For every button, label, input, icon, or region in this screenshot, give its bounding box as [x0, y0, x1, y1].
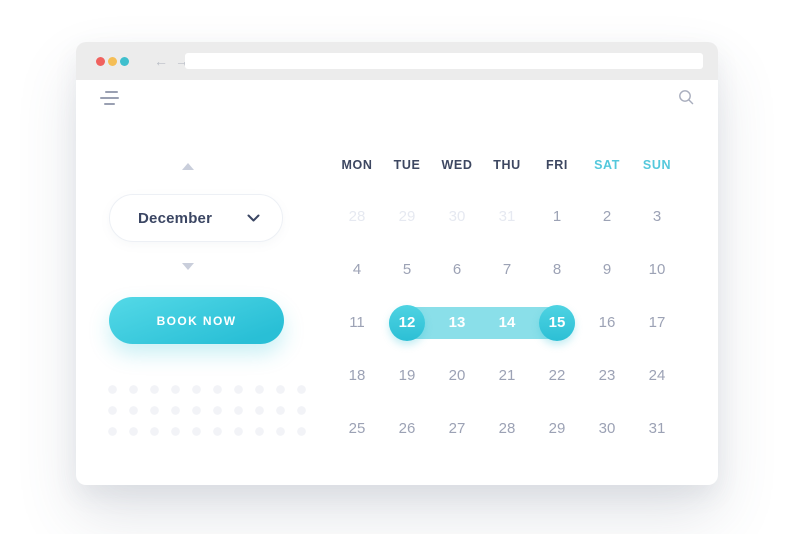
hamburger-menu-icon[interactable]: [100, 91, 120, 105]
day-cell[interactable]: 10: [648, 261, 666, 278]
calendar-day-headers: MON TUE WED THU FRI SAT SUN: [332, 140, 682, 190]
day-cell-muted: 29: [398, 208, 416, 225]
day-cell[interactable]: 4: [352, 261, 362, 278]
calendar-week-row-selected: 11 12 13 14 15 16 17: [332, 296, 682, 349]
day-cell[interactable]: 30: [598, 420, 616, 437]
book-now-button[interactable]: BOOK NOW: [109, 297, 284, 344]
browser-chrome: ← →: [76, 42, 718, 80]
day-cell-in-range[interactable]: 14: [498, 314, 516, 331]
day-cell-range-end[interactable]: 15: [532, 296, 582, 349]
chevron-down-icon: [247, 214, 260, 221]
day-cell[interactable]: 25: [348, 420, 366, 437]
calendar: MON TUE WED THU FRI SAT SUN 28 29 30 31 …: [332, 140, 682, 455]
day-cell[interactable]: 23: [598, 367, 616, 384]
day-cell[interactable]: 21: [498, 367, 516, 384]
day-cell[interactable]: 1: [552, 208, 562, 225]
day-cell[interactable]: 18: [348, 367, 366, 384]
dot-grid-decoration: [102, 379, 312, 442]
calendar-week-row: 25 26 27 28 29 30 31: [332, 402, 682, 455]
day-header-sat: SAT: [594, 158, 620, 172]
close-window-icon[interactable]: [96, 56, 105, 66]
day-cell[interactable]: 2: [602, 208, 612, 225]
day-header-mon: MON: [341, 158, 373, 172]
day-cell[interactable]: 7: [502, 261, 512, 278]
day-cell-muted: 28: [348, 208, 366, 225]
day-cell-in-range[interactable]: 13: [448, 314, 466, 331]
day-header-sun: SUN: [642, 158, 672, 172]
day-cell[interactable]: 29: [548, 420, 566, 437]
day-cell[interactable]: 24: [648, 367, 666, 384]
month-selector-dropdown[interactable]: December: [109, 194, 283, 242]
month-up-arrow-icon[interactable]: [182, 163, 194, 170]
calendar-week-row: 28 29 30 31 1 2 3: [332, 190, 682, 243]
day-cell[interactable]: 22: [548, 367, 566, 384]
calendar-week-row: 4 5 6 7 8 9 10: [332, 243, 682, 296]
expand-window-icon[interactable]: [120, 56, 129, 66]
day-cell[interactable]: 26: [398, 420, 416, 437]
day-header-fri: FRI: [546, 158, 568, 172]
minimize-window-icon[interactable]: [108, 56, 117, 66]
day-cell[interactable]: 17: [648, 314, 666, 331]
day-cell-range-start[interactable]: 12: [382, 296, 432, 349]
day-cell[interactable]: 5: [402, 261, 412, 278]
day-cell[interactable]: 3: [652, 208, 662, 225]
day-cell-muted: 31: [498, 208, 516, 225]
day-cell[interactable]: 31: [648, 420, 666, 437]
day-header-tue: TUE: [393, 158, 421, 172]
day-cell[interactable]: 28: [498, 420, 516, 437]
browser-nav: ← →: [154, 54, 189, 68]
month-selector-value: December: [138, 209, 213, 227]
day-cell[interactable]: 8: [552, 261, 562, 278]
day-cell[interactable]: 6: [452, 261, 462, 278]
search-icon[interactable]: [678, 89, 695, 106]
day-cell[interactable]: 19: [398, 367, 416, 384]
browser-window: ← → December BOOK NOW MON TUE WED THU FR…: [76, 42, 718, 485]
day-header-wed: WED: [441, 158, 473, 172]
day-cell[interactable]: 11: [349, 314, 365, 331]
month-down-arrow-icon[interactable]: [182, 263, 194, 270]
back-arrow-icon[interactable]: ←: [154, 53, 168, 69]
day-header-thu: THU: [493, 158, 521, 172]
day-cell[interactable]: 9: [602, 261, 612, 278]
day-cell[interactable]: 16: [598, 314, 616, 331]
day-cell-muted: 30: [448, 208, 466, 225]
day-cell[interactable]: 27: [448, 420, 466, 437]
window-controls: [96, 56, 129, 66]
calendar-week-row: 18 19 20 21 22 23 24: [332, 349, 682, 402]
address-bar-input[interactable]: [185, 53, 703, 69]
day-cell[interactable]: 20: [448, 367, 466, 384]
